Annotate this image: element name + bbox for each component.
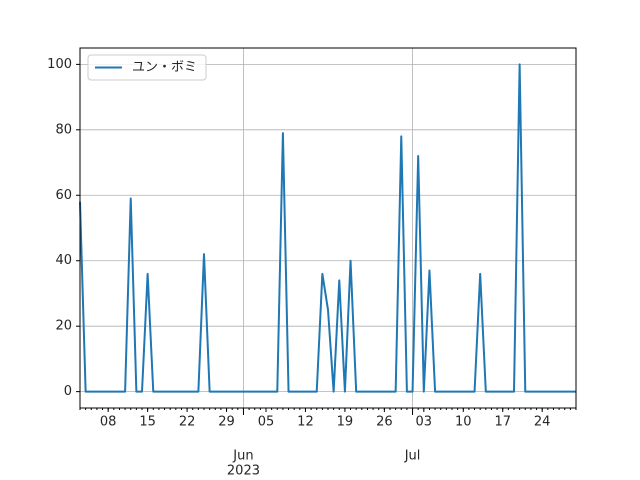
x-minor-tick-label: 05 [258,415,275,430]
y-tick-label: 60 [55,188,72,203]
x-minor-tick-label: 03 [416,415,433,430]
y-tick-label: 40 [55,253,72,268]
x-minor-tick-label: 17 [494,415,511,430]
x-minor-tick-label: 29 [218,415,235,430]
x-minor-tick-label: 24 [534,415,551,430]
legend-box [87,54,207,81]
x-tick-label: Jul [404,449,421,464]
plot-frame [79,47,577,409]
x-tick-label: Jun [232,449,253,464]
x-minor-tick-label: 19 [337,415,354,430]
y-tick-label: 0 [64,384,72,399]
x-minor-tick-label: 26 [376,415,393,430]
y-tick-label: 80 [55,122,72,137]
x-minor-tick-label: 10 [455,415,472,430]
x-minor-tick-label: 08 [100,415,117,430]
y-tick-label: 20 [55,319,72,334]
x-minor-tick-label: 15 [139,415,156,430]
legend-label: ユン・ボミ [132,60,197,75]
x-minor-tick-label: 22 [179,415,196,430]
line [79,63,576,393]
y-tick-label: 100 [47,57,72,72]
x-minor-tick-label: 12 [297,415,314,430]
x-offset-label: 2023 [227,464,260,479]
